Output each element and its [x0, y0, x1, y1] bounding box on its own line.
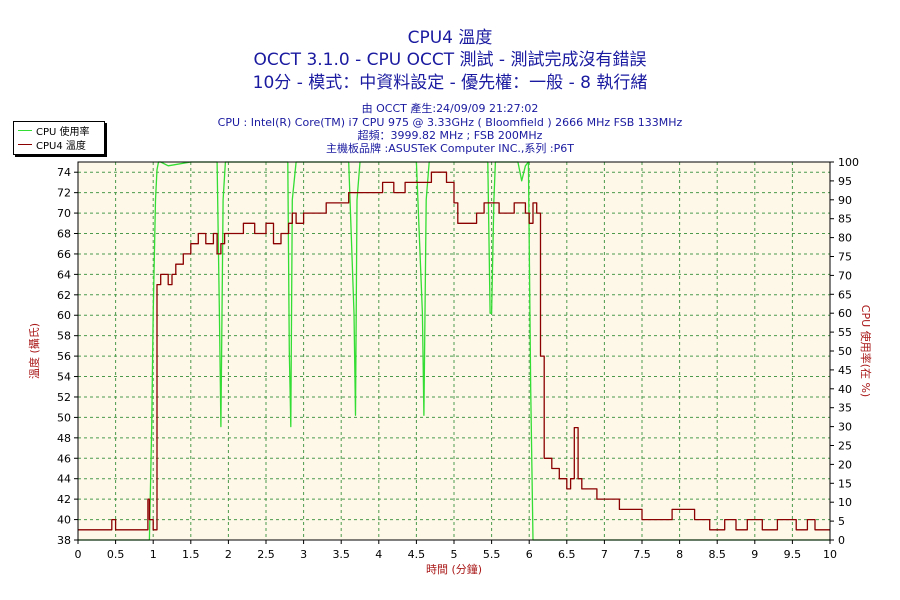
y-right-tick-label: 5: [838, 515, 845, 528]
x-tick-label: 9.5: [784, 548, 802, 561]
x-tick-label: 5: [451, 548, 458, 561]
x-tick-label: 10: [823, 548, 837, 561]
y-left-tick-label: 52: [57, 391, 71, 404]
x-tick-label: 6: [526, 548, 533, 561]
info-cpu: CPU : Intel(R) Core(TM) i7 CPU 975 @ 3.3…: [217, 116, 683, 129]
y-right-tick-label: 10: [838, 496, 852, 509]
tick-labels: 0 0.5 1 1.5 2 2.5 3 3.5 4 4.5 5 5.5 6 6.5 7 7.5 8 8.5 9 9.5…: [57, 156, 859, 561]
x-tick-label: 0.5: [107, 548, 125, 561]
y-right-tick-label: 50: [838, 345, 852, 358]
x-tick-label: 4: [375, 548, 382, 561]
y-left-tick-label: 48: [57, 432, 71, 445]
y-right-tick-label: 35: [838, 402, 852, 415]
x-tick-label: 8.5: [708, 548, 726, 561]
y-left-tick-label: 50: [57, 411, 71, 424]
y-left-tick-label: 72: [57, 187, 71, 200]
x-tick-label: 2: [225, 548, 232, 561]
x-tick-label: 9: [751, 548, 758, 561]
y-right-tick-label: 100: [838, 156, 859, 169]
y-right-tick-label: 70: [838, 269, 852, 282]
chart-subtitle-test: OCCT 3.1.0 - CPU OCCT 測試 - 測試完成沒有錯誤: [253, 50, 647, 70]
info-generated: 由 OCCT 產生:24/09/09 21:27:02: [361, 102, 539, 115]
y-left-tick-label: 54: [57, 371, 71, 384]
y-left-tick-label: 40: [57, 514, 71, 527]
y-left-tick-label: 38: [57, 534, 71, 547]
x-tick-label: 3: [300, 548, 307, 561]
y-right-tick-label: 45: [838, 364, 852, 377]
x-tick-label: 4.5: [408, 548, 426, 561]
legend-swatch-temperature: [18, 143, 32, 145]
chart-subtitle-mode: 10分 - 模式：中資料設定 - 優先權：一般 - 8 執行緒: [252, 73, 648, 93]
x-tick-label: 7.5: [633, 548, 651, 561]
y-left-tick-label: 58: [57, 330, 71, 343]
y-right-axis-title: CPU 使用率(在 %): [859, 305, 873, 397]
x-tick-label: 1: [150, 548, 157, 561]
y-right-tick-label: 85: [838, 213, 852, 226]
info-motherboard: 主機板品牌 :ASUSTeK Computer INC.,系列 :P6T: [326, 142, 574, 155]
y-left-tick-label: 56: [57, 350, 71, 363]
y-left-tick-label: 62: [57, 289, 71, 302]
y-left-tick-label: 68: [57, 228, 71, 241]
y-left-tick-label: 42: [57, 493, 71, 506]
x-tick-label: 3.5: [332, 548, 350, 561]
info-overclock: 超頻：3999.82 MHz ; FSB 200MHz: [357, 129, 543, 142]
y-right-tick-label: 80: [838, 232, 852, 245]
legend-swatch-cpu-usage: [18, 129, 32, 131]
y-right-tick-label: 75: [838, 251, 852, 264]
y-left-tick-label: 70: [57, 207, 71, 220]
y-right-tick-label: 15: [838, 477, 852, 490]
y-right-tick-label: 65: [838, 288, 852, 301]
y-left-tick-label: 66: [57, 248, 71, 261]
y-right-tick-label: 90: [838, 194, 852, 207]
legend-item-cpu-usage: CPU 使用率: [18, 123, 90, 138]
x-tick-label: 7: [601, 548, 608, 561]
y-right-tick-label: 0: [838, 534, 845, 547]
y-right-tick-label: 25: [838, 440, 852, 453]
chart-title: CPU4 溫度: [407, 28, 493, 48]
y-left-tick-label: 46: [57, 452, 71, 465]
y-right-tick-label: 40: [838, 383, 852, 396]
x-tick-label: 1.5: [182, 548, 200, 561]
x-tick-label: 6.5: [558, 548, 576, 561]
x-tick-label: 2.5: [257, 548, 275, 561]
y-right-tick-label: 95: [838, 175, 852, 188]
y-right-tick-label: 55: [838, 326, 852, 339]
legend: CPU 使用率 CPU4 溫度: [13, 121, 105, 155]
y-left-tick-label: 74: [57, 166, 71, 179]
y-right-tick-label: 30: [838, 421, 852, 434]
y-left-tick-label: 64: [57, 268, 71, 281]
y-left-tick-label: 44: [57, 473, 71, 486]
series-line-temperature: [78, 171, 830, 531]
y-left-axis-title: 溫度 (攝氏): [27, 323, 41, 379]
x-tick-label: 0: [75, 548, 82, 561]
y-right-tick-label: 20: [838, 458, 852, 471]
legend-item-temperature: CPU4 溫度: [18, 137, 86, 152]
x-tick-label: 8: [676, 548, 683, 561]
y-left-tick-label: 60: [57, 309, 71, 322]
legend-label-cpu-usage: CPU 使用率: [36, 126, 90, 138]
x-tick-label: 5.5: [483, 548, 501, 561]
x-axis-title: 時間 (分鐘): [426, 562, 482, 576]
y-right-tick-label: 60: [838, 307, 852, 320]
legend-label-temperature: CPU4 溫度: [36, 140, 86, 152]
